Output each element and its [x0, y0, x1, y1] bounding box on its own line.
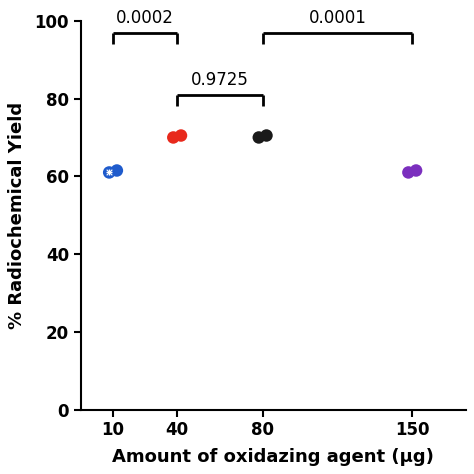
Point [412, 167, 420, 174]
Text: 0.9725: 0.9725 [191, 71, 249, 89]
Point [105, 169, 113, 176]
Text: 0.0002: 0.0002 [116, 9, 174, 27]
X-axis label: Amount of oxidazing agent (μg): Amount of oxidazing agent (μg) [112, 447, 434, 465]
Y-axis label: % Radiochemical Yield: % Radiochemical Yield [9, 101, 27, 329]
Point [263, 132, 270, 139]
Point [177, 132, 185, 139]
Point [255, 134, 263, 141]
Point [113, 167, 121, 174]
Text: 0.0001: 0.0001 [309, 9, 366, 27]
Point [105, 169, 113, 176]
Point [170, 134, 177, 141]
Point [405, 169, 412, 176]
Point [105, 169, 113, 176]
